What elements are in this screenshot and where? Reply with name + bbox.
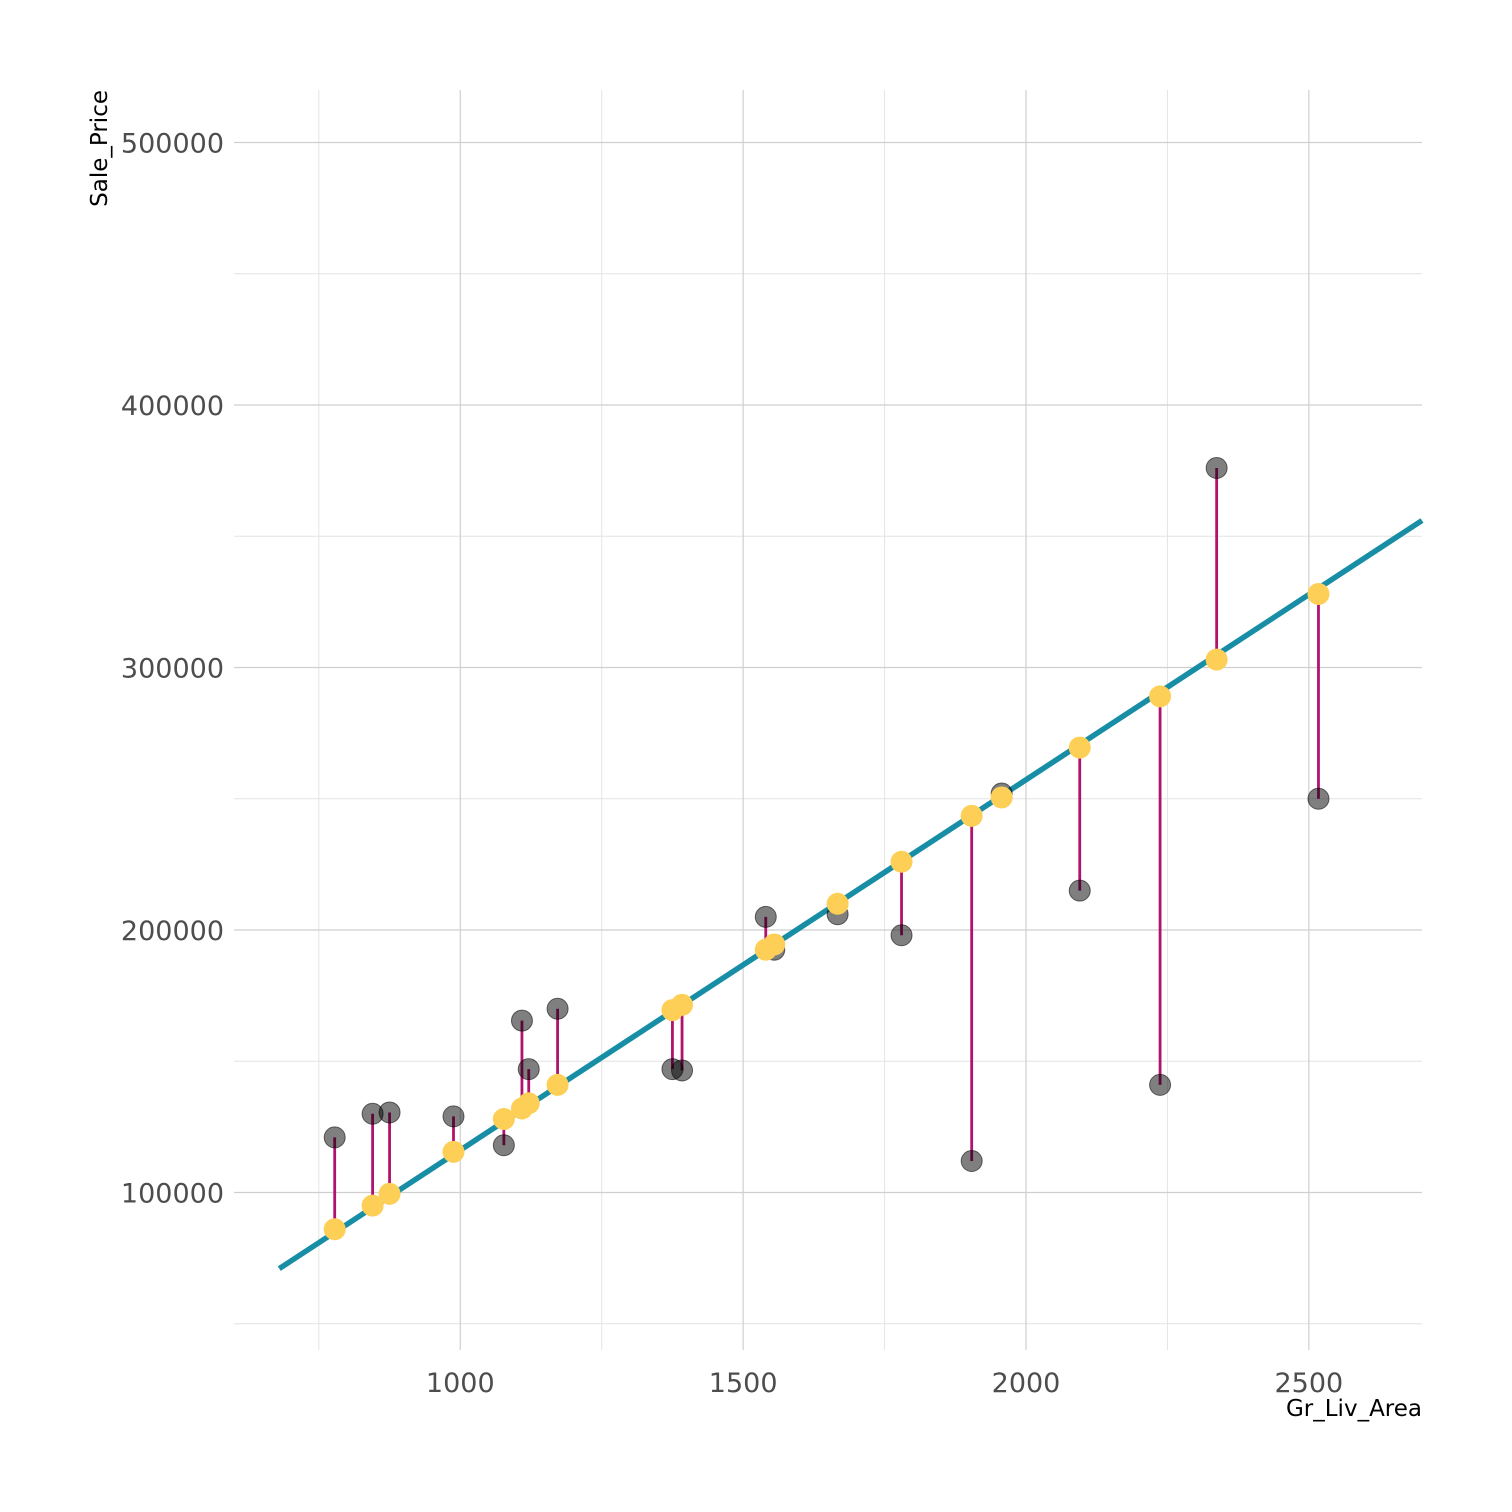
fitted-point [378,1182,401,1205]
x-tick-labels: 1000 1500 2000 2500 [426,1368,1343,1399]
fitted-point [826,892,849,915]
fitted-point [517,1092,540,1115]
x-tick-label: 2500 [1274,1368,1343,1399]
actual-point [517,1058,540,1081]
actual-point [442,1105,465,1128]
x-tick-label: 2000 [992,1368,1061,1399]
regression-line [277,518,1424,1271]
actual-point [1068,879,1091,902]
fitted-point [990,786,1013,809]
fitted-point [1205,648,1228,671]
fitted-point [890,850,913,873]
actual-point [1307,787,1330,810]
fitted-point [361,1194,384,1217]
x-tick-label: 1500 [709,1368,778,1399]
actual-point [492,1134,515,1157]
fitted-points [323,583,1330,1241]
fitted-point [1068,736,1091,759]
y-axis-title: Sale_Price [87,90,113,207]
actual-points [323,457,1330,1172]
actual-point [323,1126,346,1149]
residual-segments [333,468,1320,1230]
y-tick-labels: 100000 200000 300000 400000 500000 [121,129,224,1210]
actual-point [960,1150,983,1172]
major-gridlines [234,90,1422,1350]
fitted-point [671,993,694,1016]
fitted-point [763,933,786,956]
actual-point [546,997,569,1020]
actual-point [510,1009,533,1032]
y-tick-label: 400000 [121,391,224,422]
fitted-point [492,1108,515,1130]
y-tick-label: 500000 [121,129,224,160]
fitted-point [1307,583,1330,605]
minor-gridlines [234,90,1422,1350]
y-tick-label: 300000 [121,654,224,685]
x-axis-title: Gr_Liv_Area [1286,1396,1422,1422]
actual-point [754,905,777,928]
fitted-point [323,1218,346,1241]
fitted-point [546,1073,569,1096]
x-tick-label: 1000 [426,1368,495,1399]
y-tick-label: 200000 [121,916,224,947]
fitted-point [442,1140,465,1163]
actual-point [378,1101,401,1124]
y-tick-label: 100000 [121,1179,224,1210]
actual-point [671,1059,694,1082]
fitted-point [960,804,983,827]
actual-point [1205,457,1228,479]
actual-point [1149,1073,1172,1096]
fit-line-layer [277,518,1424,1271]
actual-point [890,924,913,947]
fitted-point [1149,685,1172,708]
